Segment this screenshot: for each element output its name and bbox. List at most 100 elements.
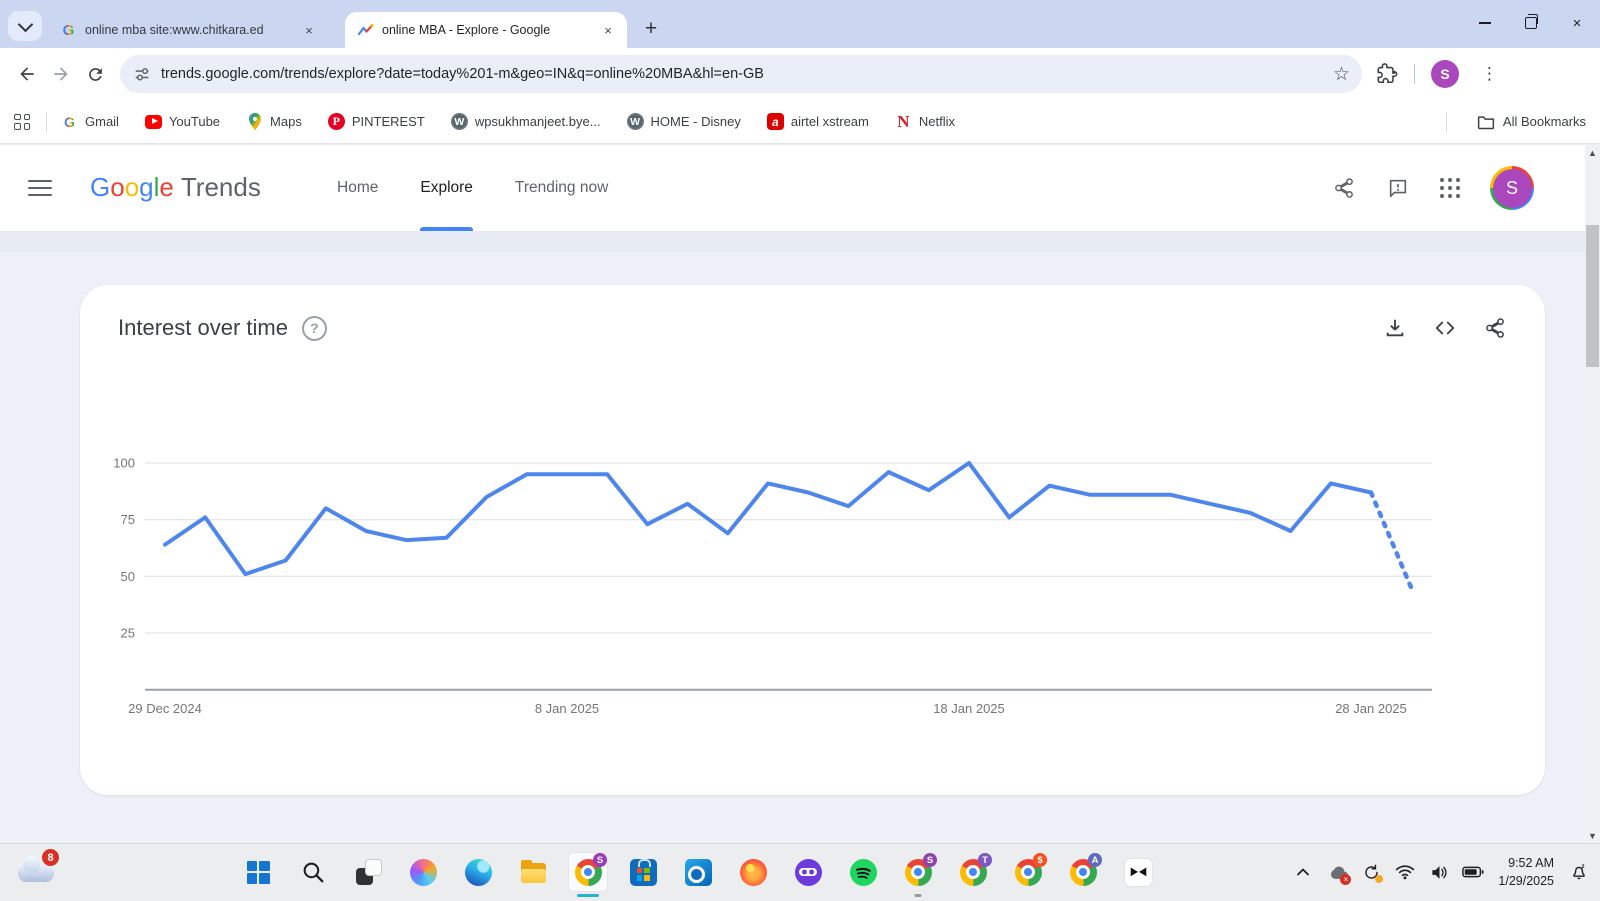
search-taskbar-button[interactable] bbox=[293, 852, 333, 892]
folder-icon bbox=[1477, 115, 1495, 129]
all-bookmarks-button[interactable]: All Bookmarks bbox=[1477, 114, 1586, 130]
spotify-taskbar-button[interactable] bbox=[843, 852, 883, 892]
bookmark-gmail[interactable]: G Gmail bbox=[61, 113, 119, 130]
bookmark-label: Gmail bbox=[85, 114, 119, 129]
scroll-down-icon[interactable]: ▼ bbox=[1588, 830, 1597, 841]
edge-taskbar-button[interactable] bbox=[458, 852, 498, 892]
start-taskbar-button[interactable] bbox=[238, 852, 278, 892]
share-icon[interactable] bbox=[1332, 176, 1356, 200]
bookmark-pinterest[interactable]: P PINTEREST bbox=[327, 113, 425, 130]
feedback-icon[interactable] bbox=[1386, 176, 1410, 200]
tab-close-icon[interactable]: × bbox=[305, 22, 313, 38]
weather-widget[interactable]: 8 bbox=[16, 849, 68, 897]
maps-pin-icon bbox=[248, 112, 261, 131]
extensions-icon[interactable] bbox=[1376, 63, 1398, 85]
interest-over-time-chart[interactable]: 100 75 50 25 29 Dec 2024 8 Jan 2025 18 Jan 202… bbox=[80, 425, 1545, 745]
wordpress-icon: W bbox=[626, 113, 644, 130]
svg-text:75: 75 bbox=[121, 512, 135, 527]
wordpress-icon: W bbox=[450, 113, 468, 130]
menu-kebab-icon[interactable]: ⋮ bbox=[1481, 64, 1498, 83]
tab-2-active[interactable]: online MBA - Explore - Google × bbox=[345, 12, 627, 48]
apps-grid-icon[interactable] bbox=[1440, 178, 1460, 198]
svg-text:z: z bbox=[1582, 863, 1585, 870]
url-address-bar[interactable]: trends.google.com/trends/explore?date=to… bbox=[120, 55, 1362, 93]
airtel-icon: a bbox=[766, 113, 784, 130]
airtel-icon: a bbox=[766, 113, 784, 130]
share-icon[interactable] bbox=[1483, 316, 1507, 340]
tab-1[interactable]: G online mba site:www.chitkara.ed × bbox=[48, 12, 328, 48]
notification-count-badge: 8 bbox=[42, 849, 59, 866]
tray-chevron-up-icon[interactable] bbox=[1292, 861, 1314, 883]
onedrive-icon[interactable]: × bbox=[1326, 861, 1352, 885]
firefox-taskbar-button[interactable] bbox=[733, 852, 773, 892]
bookmark-wordpress[interactable]: W HOME - Disney bbox=[626, 113, 741, 130]
outlook-icon bbox=[684, 858, 712, 886]
embed-code-icon[interactable] bbox=[1433, 316, 1457, 340]
explorer-taskbar-button[interactable] bbox=[513, 852, 553, 892]
firefox-private-icon bbox=[794, 858, 822, 886]
forward-button[interactable] bbox=[44, 57, 78, 91]
notification-bell-icon[interactable]: z bbox=[1568, 861, 1590, 883]
bookmark-netflix[interactable]: N Netflix bbox=[895, 111, 955, 131]
apps-shortcut-icon[interactable] bbox=[14, 113, 30, 130]
taskview-taskbar-button[interactable] bbox=[348, 852, 388, 892]
copilot-taskbar-button[interactable] bbox=[403, 852, 443, 892]
taskbar-clock[interactable]: 9:52 AM 1/29/2025 bbox=[1496, 854, 1556, 890]
trends-header: Google Trends Home Explore Trending now S bbox=[0, 145, 1600, 231]
tab-search-button[interactable] bbox=[8, 11, 42, 41]
browser-toolbar: trends.google.com/trends/explore?date=to… bbox=[0, 48, 1600, 100]
store-taskbar-button[interactable] bbox=[623, 852, 663, 892]
scrollbar[interactable]: ▲ ▼ bbox=[1585, 145, 1600, 843]
card-header: Interest over time ? bbox=[118, 315, 1507, 341]
netflix-icon: N bbox=[897, 111, 910, 131]
forward-icon bbox=[54, 67, 68, 81]
new-tab-button[interactable]: + bbox=[644, 17, 658, 40]
scroll-up-icon[interactable]: ▲ bbox=[1588, 147, 1597, 158]
chrome-taskbar-button[interactable]: A bbox=[1063, 852, 1103, 892]
reload-button[interactable] bbox=[78, 57, 112, 91]
bookmark-youtube[interactable]: YouTube bbox=[144, 113, 220, 130]
hamburger-menu-icon[interactable] bbox=[28, 176, 52, 200]
bookmark-airtel[interactable]: a airtel xstream bbox=[766, 113, 869, 130]
account-avatar[interactable]: S bbox=[1490, 166, 1534, 210]
back-button[interactable] bbox=[10, 57, 44, 91]
tab-close-icon[interactable]: × bbox=[604, 22, 612, 38]
bookmark-star-icon[interactable]: ☆ bbox=[1332, 63, 1350, 85]
chrome-icon bbox=[574, 858, 602, 886]
download-icon[interactable] bbox=[1383, 316, 1407, 340]
sync-icon[interactable] bbox=[1360, 861, 1384, 883]
wordpress-icon: W bbox=[626, 113, 644, 130]
wifi-icon[interactable] bbox=[1394, 861, 1416, 883]
chrome-taskbar-button[interactable]: S bbox=[898, 852, 938, 892]
firefox-private-taskbar-button[interactable] bbox=[788, 852, 828, 892]
volume-icon[interactable] bbox=[1428, 861, 1450, 883]
bookmark-maps[interactable]: Maps bbox=[246, 112, 302, 131]
battery-icon[interactable] bbox=[1462, 861, 1484, 883]
outlook-taskbar-button[interactable] bbox=[678, 852, 718, 892]
capcut-taskbar-button[interactable] bbox=[1118, 852, 1158, 892]
chrome-taskbar-button[interactable]: $ bbox=[1008, 852, 1048, 892]
close-button[interactable]: × bbox=[1572, 14, 1582, 32]
minimize-button[interactable] bbox=[1462, 0, 1508, 46]
maximize-button[interactable] bbox=[1508, 0, 1554, 46]
page-content: Interest over time ? 100 75 50 25 29 Dec 202… bbox=[0, 231, 1600, 843]
system-tray: × 9:52 AM 1/29/2025 z bbox=[1292, 844, 1590, 900]
nav-home[interactable]: Home bbox=[337, 179, 379, 196]
chrome-taskbar-button[interactable]: T bbox=[953, 852, 993, 892]
gmail-icon: G bbox=[64, 113, 75, 130]
scrollbar-thumb[interactable] bbox=[1586, 225, 1599, 367]
taskbar-apps: S S T $ A bbox=[238, 852, 1158, 892]
nav-explore[interactable]: Explore bbox=[420, 145, 473, 231]
capcut-icon bbox=[1124, 858, 1152, 886]
help-icon[interactable]: ? bbox=[301, 315, 327, 341]
chrome-taskbar-button[interactable]: S bbox=[568, 852, 608, 892]
profile-badge: S bbox=[593, 853, 607, 867]
firefox-icon bbox=[739, 858, 767, 886]
copilot-icon bbox=[409, 858, 437, 886]
taskview-icon bbox=[355, 858, 382, 886]
profile-avatar[interactable]: S bbox=[1431, 60, 1459, 88]
trends-logo[interactable]: Google Trends bbox=[90, 172, 261, 203]
toolbar-right: S ⋮ bbox=[1376, 60, 1504, 88]
nav-trending-now[interactable]: Trending now bbox=[514, 179, 609, 196]
